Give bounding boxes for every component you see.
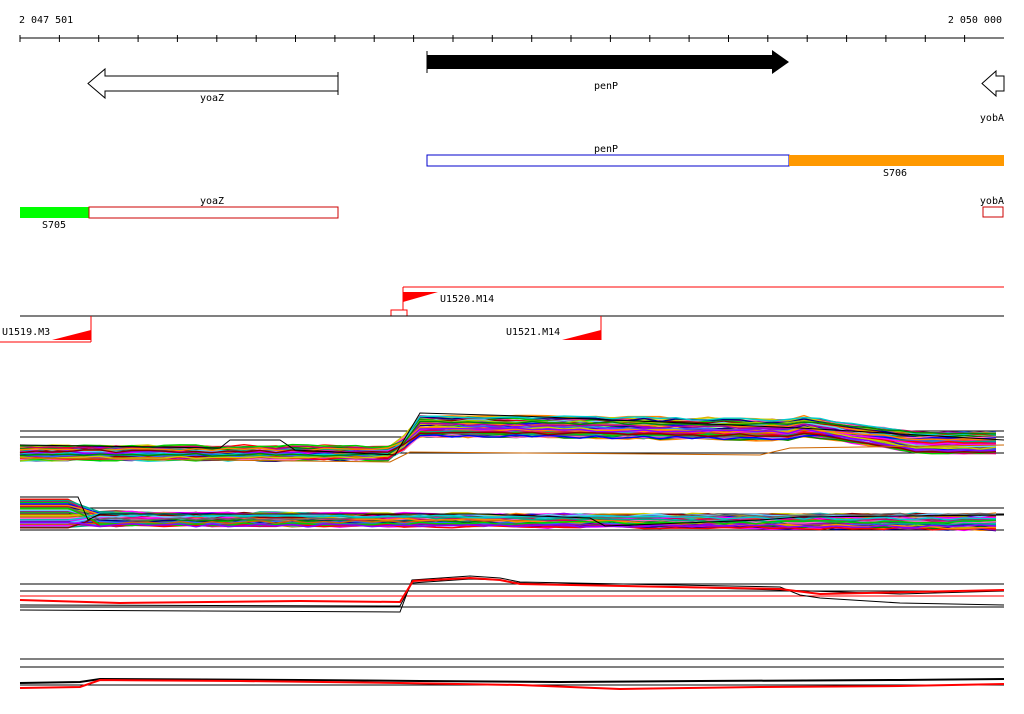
panel-1-black-series [19, 412, 1005, 456]
expression-panel-2 [20, 496, 1005, 532]
panel-1-series-line [19, 420, 997, 457]
upshift-U1520-marker [390, 309, 408, 317]
ruler-end-label: 2 050 000 [948, 15, 1002, 26]
transcript-S706-box[interactable] [789, 155, 1004, 166]
transcript-yoaZ-box[interactable] [88, 206, 339, 219]
upshift-U1519-flag[interactable] [52, 330, 91, 340]
ruler-start-label: 2 047 501 [19, 15, 73, 26]
gene-track: yoaZ penP yobA [87, 50, 1005, 124]
upshift-U1520-flag[interactable] [403, 292, 438, 302]
gene-yobA-label: yobA [980, 113, 1004, 124]
panel-1-series-line [19, 431, 997, 454]
gene-yoaZ-arrow[interactable] [87, 67, 339, 100]
panel-1-orange-series [19, 444, 1005, 463]
panel-1-series-line [19, 426, 997, 452]
transcript-penP-label: penP [594, 144, 618, 155]
panel-2-series-line [20, 522, 997, 529]
transcript-penP-box[interactable] [426, 154, 790, 167]
shift-track: U1520.M14 U1519.M3 U1521.M14 [0, 286, 1004, 343]
gene-yobA-arrow[interactable] [981, 69, 1005, 98]
transcript-yobA-label: yobA [980, 196, 1004, 207]
panel-1-series-line [19, 415, 997, 456]
coordinate-ruler: 2 047 501 2 050 000 [19, 15, 1004, 42]
transcript-S705-box[interactable] [20, 207, 89, 218]
panel-4-red-series [19, 678, 1005, 691]
upshift-U1521-label: U1521.M14 [506, 327, 560, 338]
transcript-yobA-box[interactable] [982, 206, 1004, 218]
transcript-S706-label: S706 [883, 168, 907, 179]
panel-2-black-series [20, 496, 1005, 527]
upshift-U1519-label: U1519.M3 [2, 327, 50, 338]
transcript-S705-label: S705 [42, 220, 66, 231]
panel-4-black-series [19, 677, 1005, 684]
expression-panel-1 [19, 412, 1005, 463]
gene-yoaZ-label: yoaZ [200, 93, 224, 104]
ruler-ticks [19, 35, 966, 42]
expression-panel-3 [19, 575, 1005, 613]
transcript-track: penP S706 yoaZ S705 yobA [20, 144, 1004, 231]
upshift-U1520-label: U1520.M14 [440, 294, 494, 305]
gene-penP-label: penP [594, 81, 618, 92]
expression-panel-4 [19, 658, 1005, 691]
upshift-U1521-flag[interactable] [562, 330, 601, 340]
panel-3-red-series [19, 576, 1005, 605]
transcript-yoaZ-label: yoaZ [200, 196, 224, 207]
gene-penP-arrow[interactable] [427, 50, 789, 74]
